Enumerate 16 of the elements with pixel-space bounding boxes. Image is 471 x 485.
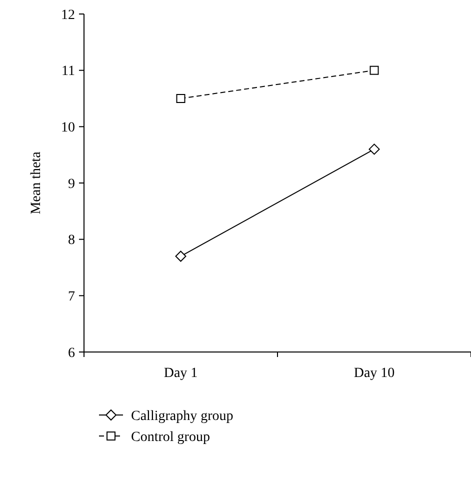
- y-tick-label: 8: [68, 233, 75, 248]
- legend-label: Calligraphy group: [131, 408, 234, 424]
- point: [368, 144, 380, 155]
- legend-label: Control group: [131, 430, 210, 445]
- y-axis-title: Mean theta: [29, 150, 44, 214]
- point: [176, 94, 186, 103]
- y-tick-label: 7: [68, 290, 75, 305]
- y-tick-label: 10: [61, 120, 75, 136]
- y-tick-label: 12: [61, 8, 75, 23]
- y-tick-label: 9: [68, 176, 75, 192]
- x-tick-label: Day 1: [164, 366, 198, 381]
- point: [175, 250, 186, 262]
- x-tick-label: Day 10: [354, 366, 395, 381]
- point: [370, 66, 379, 75]
- y-tick-label: 11: [62, 64, 75, 80]
- y-tick-label: 6: [68, 346, 75, 361]
